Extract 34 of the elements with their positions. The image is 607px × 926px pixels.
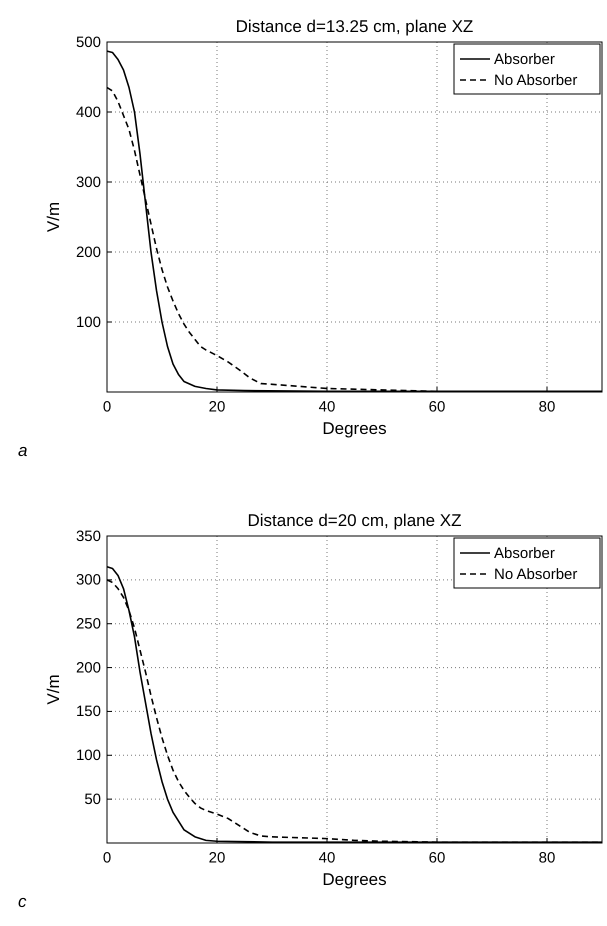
y-tick-label: 200 [76,659,101,676]
x-tick-label: 60 [428,398,446,416]
x-tick-label: 40 [318,850,336,866]
y-tick-label: 250 [76,616,101,633]
legend-label: Absorber [494,51,555,68]
x-tick-label: 0 [102,850,112,866]
y-tick-label: 50 [84,790,101,808]
y-axis-title: V/m [44,202,63,232]
legend-label: No Absorber [494,566,578,583]
y-tick-label: 400 [76,104,101,121]
y-axis-title: V/m [44,674,63,705]
legend-label: No Absorber [494,72,578,89]
y-tick-label: 300 [76,174,101,191]
x-tick-label: 80 [538,850,556,866]
y-tick-label: 100 [76,314,101,331]
text: c [18,892,27,911]
y-tick-label: 200 [76,244,101,261]
x-tick-label: 20 [208,850,226,866]
x-tick-label: 40 [318,398,336,416]
chart-title: Distance d=20 cm, plane XZ [247,511,462,530]
x-tick-label: 20 [208,398,226,416]
legend-label: Absorber [494,545,555,562]
x-tick-label: 60 [428,850,446,866]
y-tick-label: 500 [76,34,101,51]
x-axis-title: Degrees [322,419,387,438]
x-tick-label: 0 [102,398,112,416]
y-tick-label: 300 [76,572,101,589]
text: a [18,441,28,460]
y-tick-label: 150 [76,703,101,720]
chart-title: Distance d=13.25 cm, plane XZ [236,17,474,36]
x-tick-label: 80 [538,398,556,416]
x-axis-title: Degrees [322,870,387,889]
y-tick-label: 100 [76,747,101,764]
y-tick-label: 350 [76,528,101,545]
